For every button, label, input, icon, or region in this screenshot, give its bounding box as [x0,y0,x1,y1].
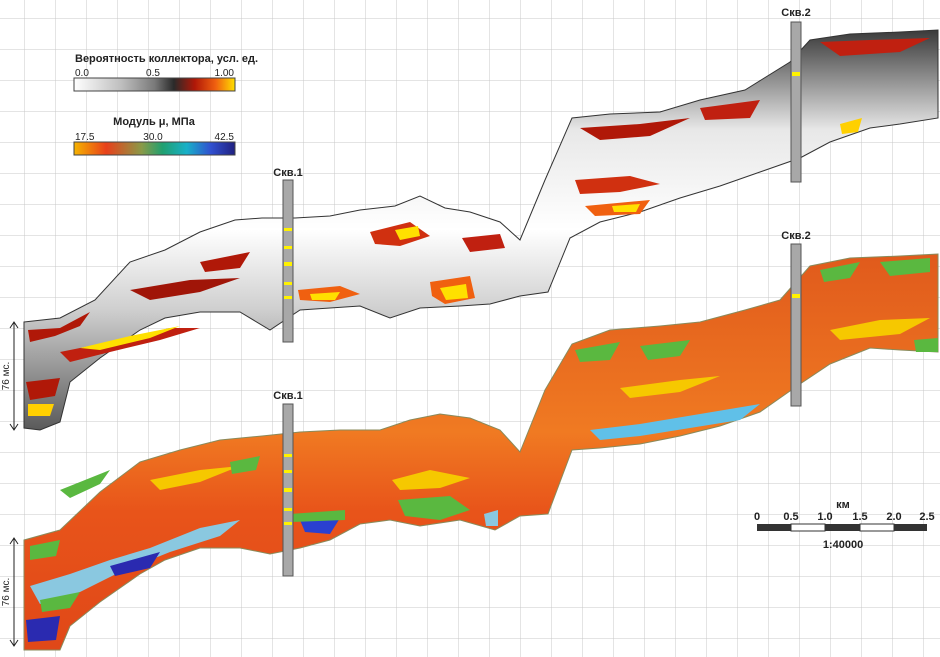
modulus-zones [26,258,938,642]
scale-bar-tick-4: 2.0 [886,511,901,523]
reservoir-marker [284,296,292,299]
reservoir-marker [284,262,292,266]
reservoir-marker [284,522,292,525]
probability-section [23,29,939,431]
well-label-top-left: Скв.1 [273,167,302,179]
reservoir-marker [284,470,292,473]
reservoir-marker [284,228,292,231]
legend-probability-tick-min: 0.0 [75,68,89,79]
legend-modulus-tick-mid: 30.0 [143,132,163,143]
modulus-section [23,253,939,651]
legend-modulus: Модуль μ, МПа 17.5 30.0 42.5 [73,116,236,156]
legend-modulus-tick-max: 42.5 [215,132,235,143]
legend-probability-title: Вероятность коллектора, усл. ед. [75,53,258,65]
scale-bar-tick-0: 0 [754,511,760,523]
reservoir-marker [792,72,800,76]
high-probability-bodies [26,38,930,416]
legend-modulus-colorbar [73,141,236,156]
scale-bar-tick-2: 1.0 [817,511,832,523]
legend-modulus-title: Модуль μ, МПа [113,116,196,128]
scale-bar-tick-3: 1.5 [852,511,867,523]
scale-bar-ratio: 1:40000 [823,539,863,551]
well-label-top-right: Скв.2 [781,7,810,19]
legend-probability-tick-max: 1.00 [215,68,235,79]
scale-bar: км 0 0.5 1.0 1.5 2.0 2.5 1:40000 [754,499,935,551]
well-column-bottom-left[interactable] [282,403,294,577]
reservoir-marker [284,488,292,492]
well-column-top-right[interactable] [790,21,802,183]
reservoir-marker [792,294,800,298]
well-column-top-left[interactable] [282,179,294,343]
modulus-section-body [23,253,939,651]
reservoir-marker [284,508,292,511]
reservoir-marker [284,282,292,285]
legend-probability-tick-mid: 0.5 [146,68,160,79]
probability-section-body [23,29,939,431]
scale-bar-segment [894,524,927,531]
well-label-bottom-left: Скв.1 [273,390,302,402]
scale-bar-segment [859,523,895,532]
scale-bar-unit: км [836,499,850,511]
scale-bar-segment [825,524,860,531]
legend-probability-colorbar [73,77,236,92]
legend-modulus-tick-min: 17.5 [75,132,95,143]
scale-bar-tick-5: 2.5 [919,511,934,523]
time-marker-lower: 76 мс. [1,537,19,647]
scale-bar-segment [790,523,826,532]
time-marker-lower-label: 76 мс. [1,578,12,607]
well-label-bottom-right: Скв.2 [781,230,810,242]
time-marker-upper: 76 мс. [1,321,19,431]
well-column-bottom-right[interactable] [790,243,802,407]
scale-bar-segment [757,524,791,531]
reservoir-marker [284,454,292,457]
time-marker-upper-label: 76 мс. [1,362,12,391]
legend-probability: Вероятность коллектора, усл. ед. 0.0 0.5… [73,53,258,92]
reservoir-marker [284,246,292,249]
scale-bar-tick-1: 0.5 [783,511,798,523]
